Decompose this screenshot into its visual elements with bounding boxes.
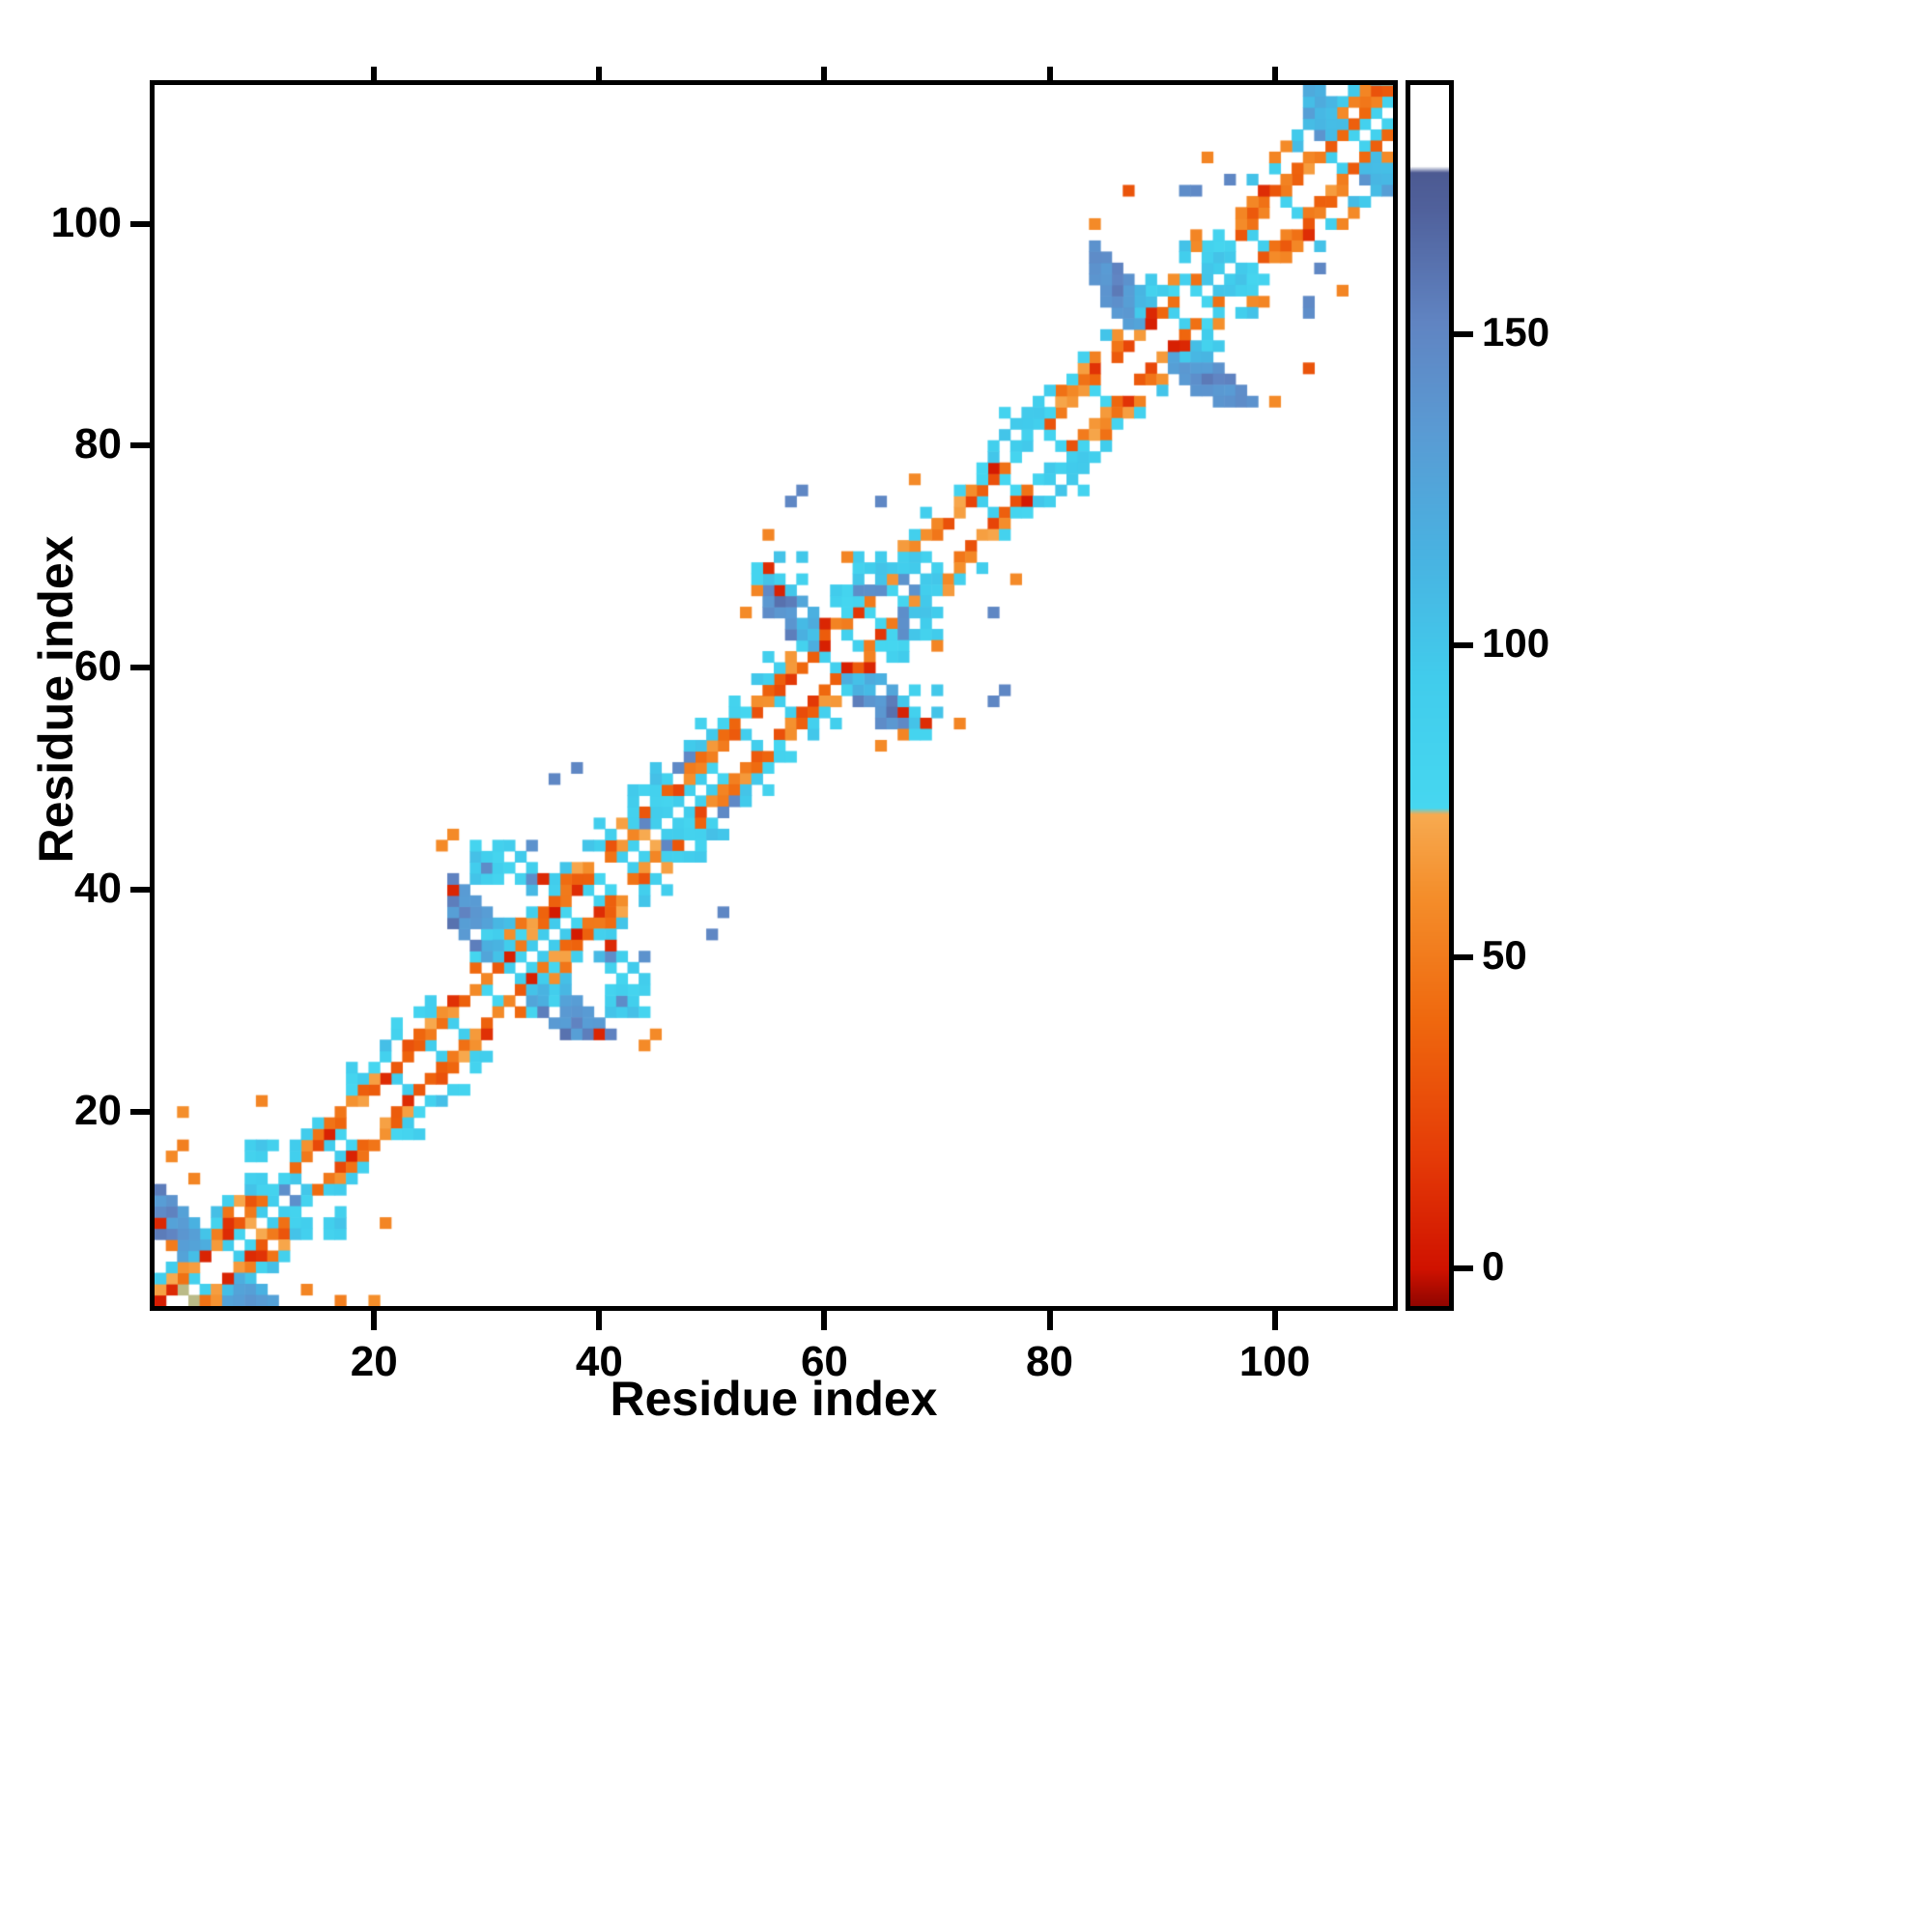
colorbar-tick [1454, 1265, 1473, 1272]
colorbar-tick-label: 50 [1482, 931, 1527, 978]
x-axis-top-tick [371, 67, 378, 80]
x-axis-title: Residue index [610, 1372, 938, 1426]
y-axis-tick [130, 220, 150, 227]
colorbar-canvas [1410, 85, 1449, 1306]
x-tick-label: 40 [575, 1338, 623, 1385]
y-axis-title: Residue index [29, 535, 83, 864]
y-tick-label: 100 [50, 198, 122, 246]
y-tick-label: 40 [74, 865, 122, 913]
colorbar-tick-label: 150 [1482, 308, 1550, 355]
x-axis-tick [1046, 1311, 1053, 1330]
x-tick-label: 100 [1238, 1338, 1311, 1385]
x-tick-label: 20 [350, 1338, 398, 1385]
x-axis-tick [596, 1311, 603, 1330]
x-tick-label: 80 [1026, 1338, 1073, 1385]
x-tick-label: 60 [800, 1338, 848, 1385]
x-axis-tick [1271, 1311, 1278, 1330]
colorbar-tick-label: 100 [1482, 620, 1550, 667]
heatmap-canvas [155, 85, 1393, 1306]
x-axis-tick [821, 1311, 828, 1330]
y-axis-tick [130, 665, 150, 671]
y-axis-tick [130, 1108, 150, 1115]
x-axis-top-tick [1046, 67, 1053, 80]
x-axis-top-tick [1271, 67, 1278, 80]
x-axis-tick [371, 1311, 378, 1330]
plot-frame [150, 80, 1398, 1311]
colorbar-tick-label: 0 [1482, 1243, 1505, 1290]
y-tick-label: 60 [74, 642, 122, 691]
colorbar-tick [1454, 642, 1473, 649]
colorbar-frame [1406, 80, 1454, 1311]
x-axis-top-tick [596, 67, 603, 80]
colorbar-tick [1454, 330, 1473, 337]
x-axis-top-tick [821, 67, 828, 80]
y-tick-label: 80 [74, 420, 122, 469]
y-axis-tick [130, 887, 150, 894]
y-tick-label: 20 [74, 1086, 122, 1134]
y-axis-tick [130, 442, 150, 449]
colorbar-tick [1454, 953, 1473, 960]
